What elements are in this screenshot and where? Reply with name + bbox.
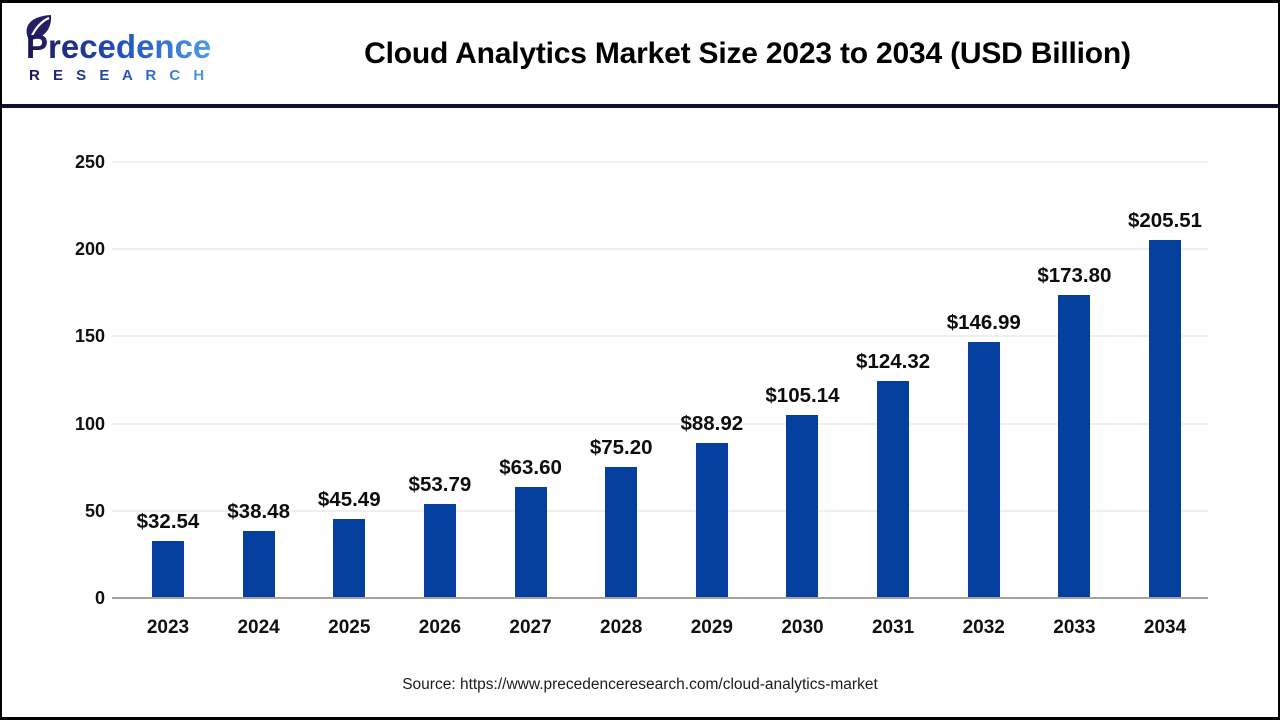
bar-column-2033: $173.80 2033	[1029, 108, 1120, 654]
gridline-250	[112, 161, 1208, 163]
bar-2025	[333, 518, 366, 598]
header: Precedence R E S E A R C H Cloud Analyti…	[2, 3, 1278, 104]
x-axis-tick-label-2023: 2023	[146, 617, 190, 638]
y-axis-tick-label: 200	[74, 239, 105, 260]
bar-column-2031: $124.32 2031	[848, 108, 939, 654]
logo-subtitle: R E S E A R C H	[29, 67, 209, 84]
bar-2031	[877, 381, 910, 598]
bar-2033	[1058, 294, 1091, 598]
bar-2029	[695, 442, 728, 598]
bar-column-2030: $105.14 2030	[757, 108, 848, 654]
value-label-2026: $53.79	[408, 473, 472, 497]
bar-column-2025: $45.49 2025	[304, 108, 395, 654]
gridline-50	[112, 509, 1208, 512]
x-axis-tick-label-2025: 2025	[328, 617, 371, 638]
gridline-100	[112, 422, 1208, 425]
chart-title: Cloud Analytics Market Size 2023 to 2034…	[364, 36, 1131, 70]
logo-wordmark: Precedence	[26, 28, 211, 65]
source-note: Source: https://www.precedenceresearch.c…	[402, 676, 878, 693]
x-axis-tick-label-2028: 2028	[600, 617, 643, 638]
bar-column-2034: $205.51 2034	[1120, 108, 1211, 654]
y-axis-tick-label: 100	[74, 413, 105, 434]
bar-2024	[242, 530, 275, 598]
bar-column-2024: $38.48 2024	[213, 108, 304, 654]
y-axis-tick-label: 50	[84, 500, 105, 521]
bar-2030	[786, 414, 819, 598]
value-label-2033: $173.80	[1037, 263, 1112, 287]
bar-2032	[967, 341, 1000, 598]
x-axis-tick-label-2032: 2032	[962, 617, 1005, 638]
y-axis-tick-label: 150	[74, 326, 105, 347]
bar-column-2023: $32.54 2023	[123, 108, 214, 654]
value-label-2027: $63.60	[499, 456, 562, 480]
value-label-2030: $105.14	[765, 383, 840, 407]
value-label-2023: $32.54	[136, 510, 200, 534]
x-axis-tick-label-2030: 2030	[781, 617, 824, 638]
bar-2023	[151, 541, 184, 598]
x-axis-tick-label-2024: 2024	[237, 617, 280, 638]
bar-column-2028: $75.20 2028	[576, 108, 667, 654]
y-axis-tick-label: 250	[74, 152, 105, 172]
bar-2027	[514, 487, 547, 598]
value-label-2031: $124.32	[856, 350, 931, 374]
bar-2028	[605, 466, 638, 598]
precedence-research-logo: Precedence R E S E A R C H	[2, 14, 217, 93]
gridline-200	[112, 248, 1208, 251]
header-divider	[2, 104, 1278, 108]
value-label-2028: $75.20	[589, 435, 653, 459]
leaf-swoosh-icon	[29, 16, 50, 39]
bar-column-2026: $53.79 2026	[395, 108, 486, 654]
value-label-2034: $205.51	[1127, 208, 1203, 232]
value-label-2024: $38.48	[227, 499, 290, 523]
bar-column-2029: $88.92 2029	[667, 108, 758, 654]
bar-column-2032: $146.99 2032	[938, 108, 1029, 654]
x-axis-tick-label-2033: 2033	[1053, 617, 1096, 638]
x-axis-tick-label-2029: 2029	[690, 617, 733, 638]
y-axis-tick-label: 0	[94, 588, 105, 608]
value-label-2032: $146.99	[946, 310, 1021, 334]
x-axis-line	[112, 597, 1208, 599]
bar-chart: 0 50 100 150 200 250 $32.54 2023 $38.48 2024 $45.4…	[2, 108, 1278, 654]
gridline-150	[112, 335, 1208, 338]
value-label-2025: $45.49	[317, 487, 381, 511]
x-axis-tick-label-2027: 2027	[509, 617, 552, 638]
x-axis-tick-label-2031: 2031	[871, 617, 915, 638]
logo-graphic: Precedence R E S E A R C H	[26, 15, 211, 84]
value-label-2029: $88.92	[680, 411, 744, 435]
x-axis-tick-label-2026: 2026	[418, 617, 462, 638]
bar-2034	[1149, 239, 1182, 598]
x-axis-tick-label-2034: 2034	[1143, 617, 1187, 638]
bar-column-2027: $63.60 2027	[485, 108, 576, 654]
bar-2026	[423, 504, 456, 598]
